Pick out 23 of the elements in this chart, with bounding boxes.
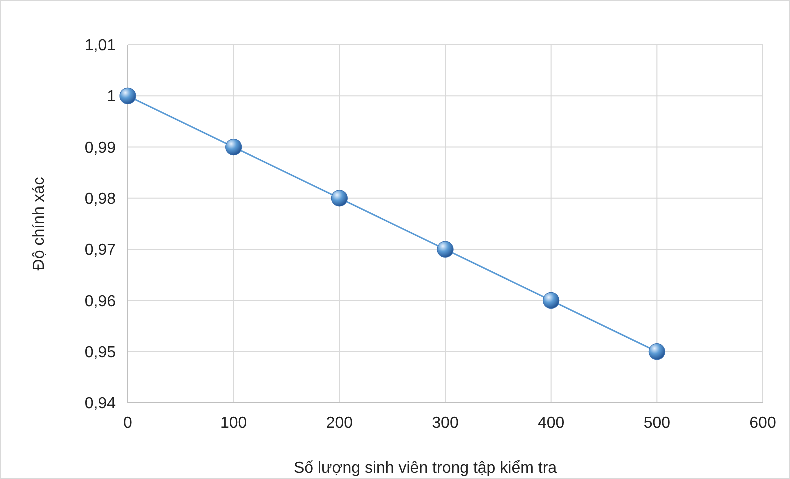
x-tick-label: 100	[220, 415, 248, 432]
y-tick-label: 1,01	[84, 38, 116, 55]
point	[437, 241, 454, 258]
x-tick-label: 0	[124, 415, 133, 432]
point	[331, 190, 348, 207]
x-tick-label: 600	[750, 415, 776, 432]
y-tick-label: 0,99	[84, 140, 116, 157]
y-tick-label: 1	[107, 88, 116, 106]
y-tick-label: 0,94	[84, 396, 116, 413]
point	[120, 88, 136, 104]
point	[226, 138, 242, 156]
x-tick-label: 200	[326, 415, 354, 432]
x-tick-label: 500	[644, 415, 671, 432]
y-tick-label: 0,97	[84, 242, 116, 260]
y-tick-label: 0,98	[84, 191, 116, 208]
point	[648, 344, 666, 360]
x-axis-title: Số lượng sinh viên trong tập kiểm tra	[294, 460, 558, 477]
y-tick-label: 0,95	[84, 344, 116, 362]
y-axis-title: Độ chính xác	[31, 177, 48, 271]
point	[543, 292, 560, 310]
x-tick-label: 400	[538, 415, 565, 432]
x-tick-label: 300	[432, 415, 459, 432]
y-tick-label: 0,96	[84, 293, 116, 310]
